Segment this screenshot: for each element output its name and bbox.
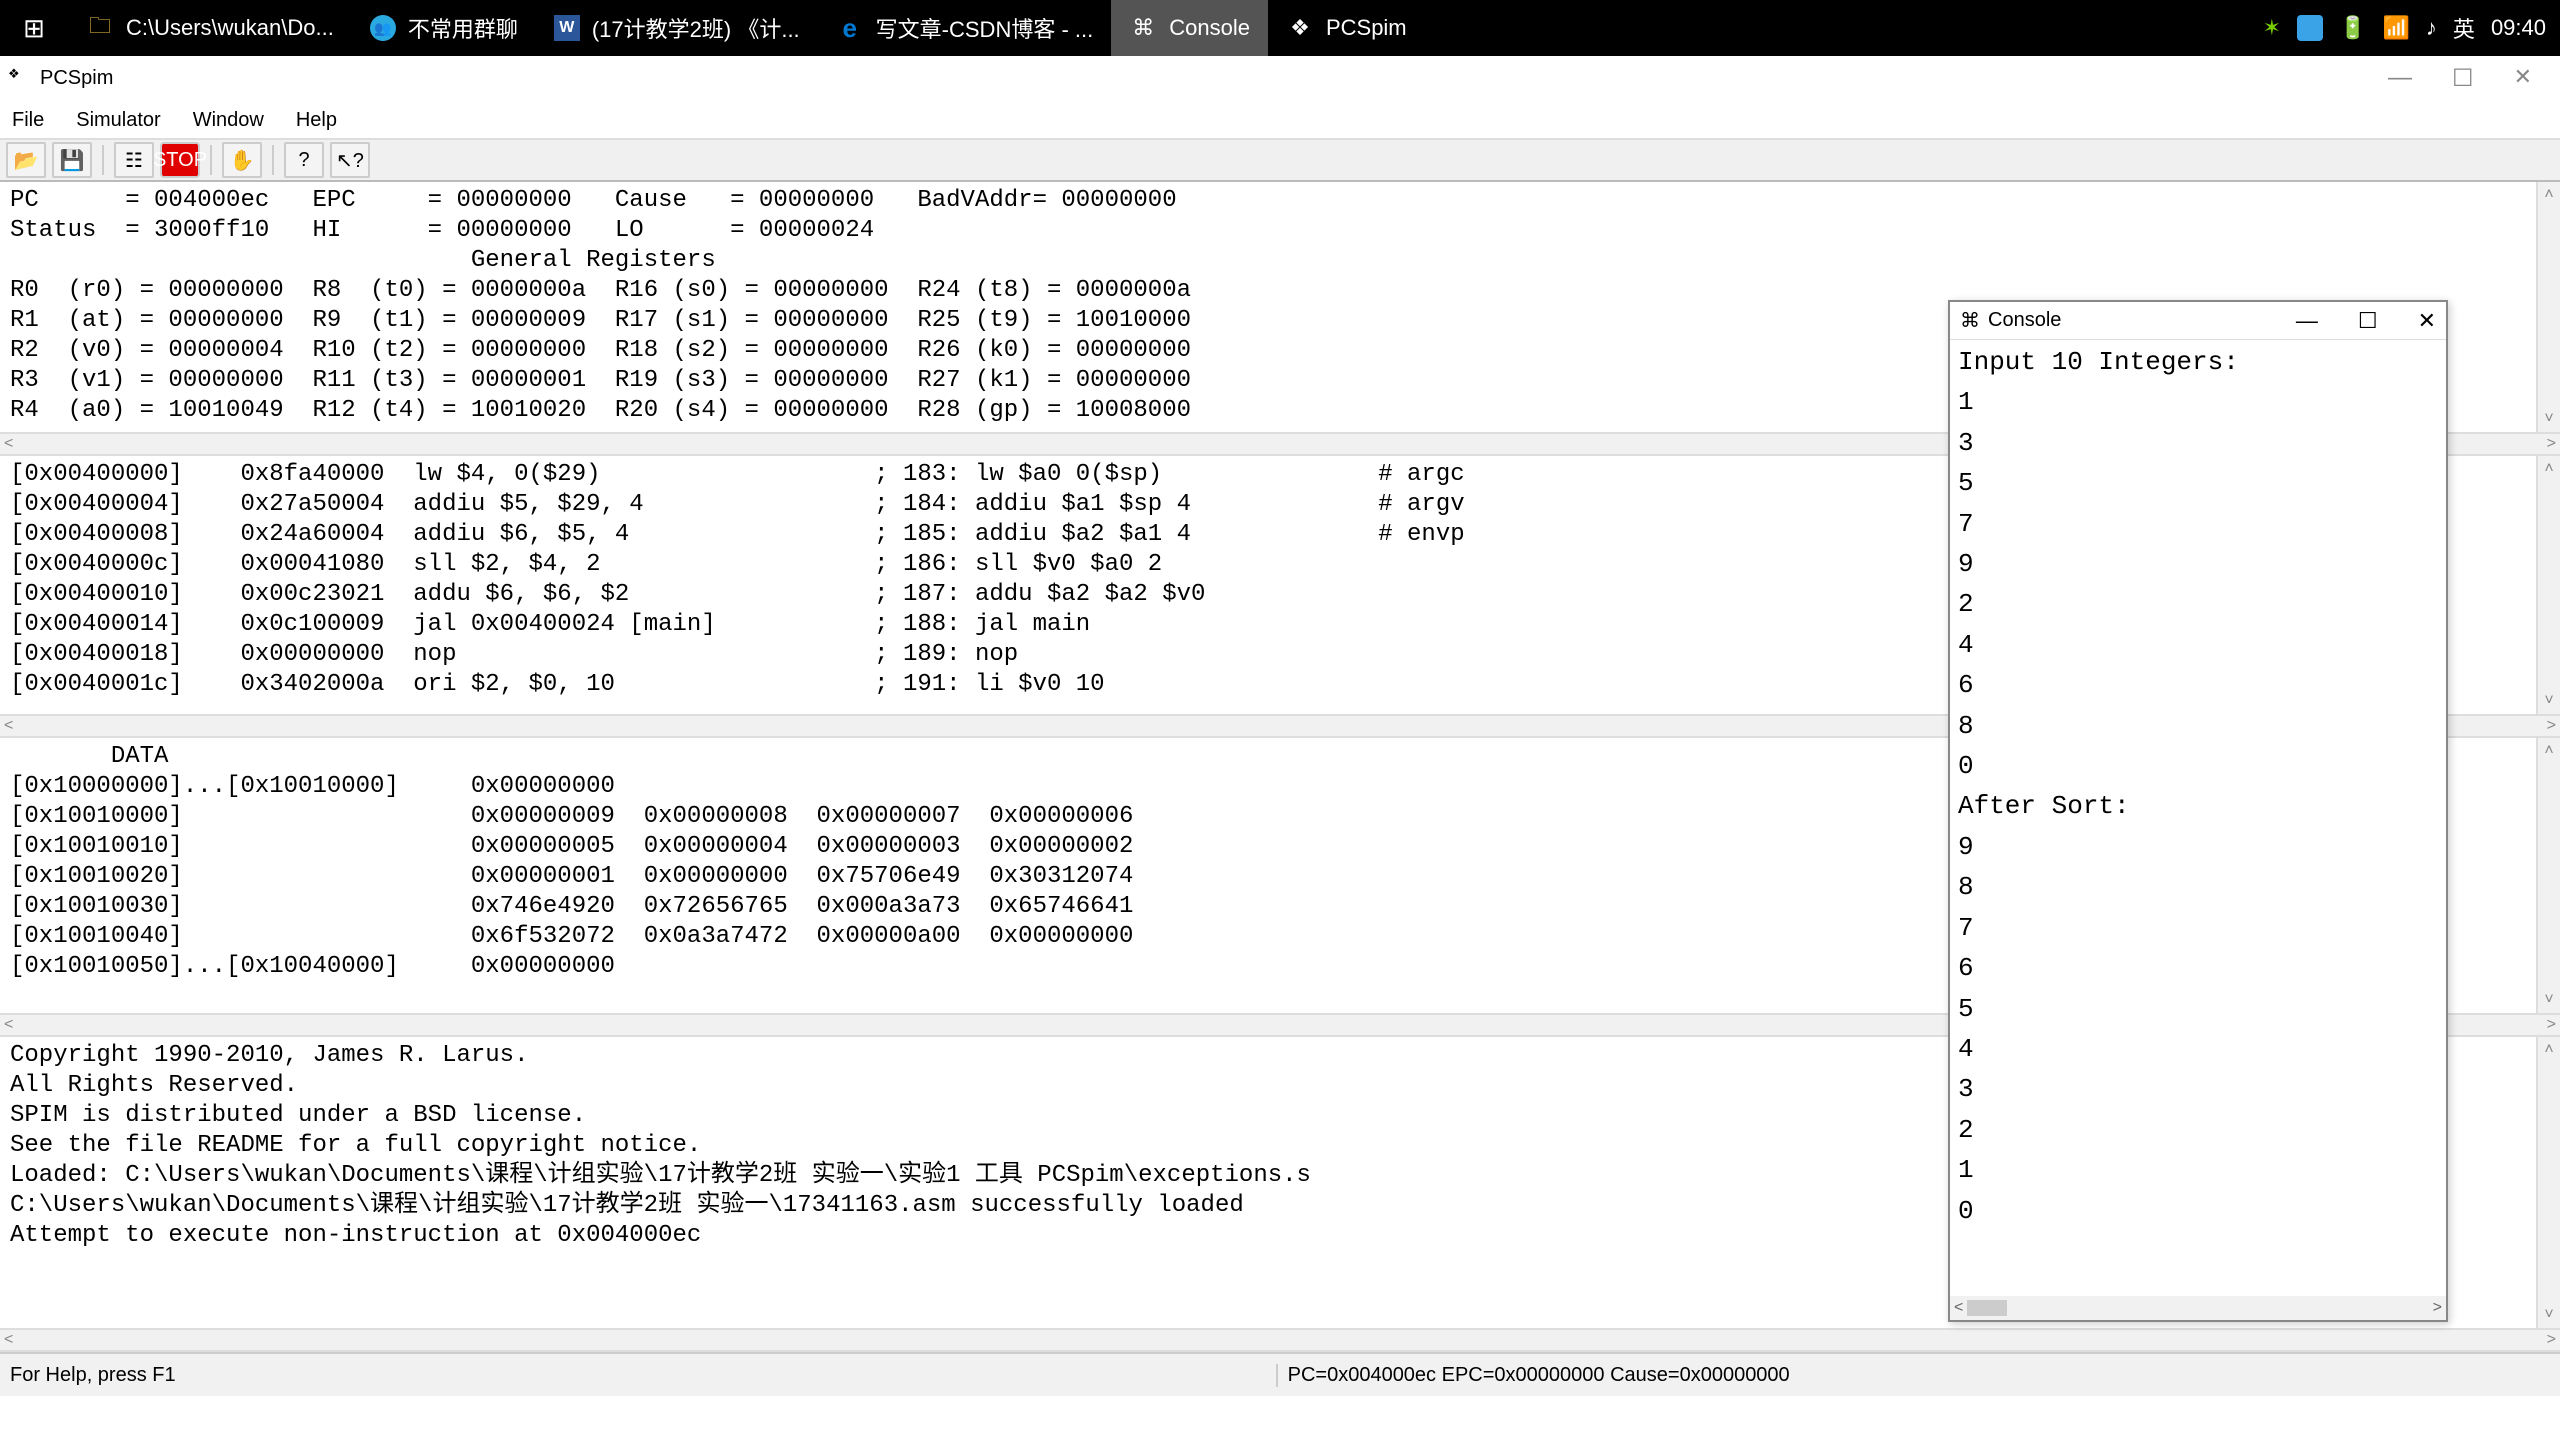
taskbar-label: C:\Users\wukan\Do... [126,15,334,41]
hscrollbar[interactable]: ˂˃ [0,1328,2560,1352]
help-button[interactable]: ? [284,142,324,178]
taskbar-label: 不常用群聊 [408,12,518,44]
arrow-left-icon[interactable]: ˂ [4,1016,13,1034]
window-titlebar[interactable]: ❖ PCSpim — ☐ ✕ [0,56,2560,100]
console-minimize-button[interactable]: — [2296,308,2318,334]
scrollbar-thumb[interactable] [1967,1300,2007,1316]
taskbar-item-edge[interactable]: e 写文章-CSDN博客 - ... [818,0,1112,56]
menu-help[interactable]: Help [296,109,337,132]
arrow-up-icon[interactable]: ˄ [2544,1041,2553,1059]
separator [272,145,274,175]
console-icon: ⌘ [1960,308,1980,333]
arrow-right-icon[interactable]: ˃ [2547,1331,2556,1349]
separator [102,145,104,175]
console-title-text: Console [1988,309,2061,332]
spim-icon: ❖ [1286,14,1314,42]
close-button[interactable]: ✕ [2514,64,2532,93]
chat-icon: 👥 [370,15,396,41]
app-icon: ❖ [8,66,32,90]
console-hscrollbar[interactable]: ˂ ˃ [1950,1296,2446,1320]
open-button[interactable]: 📂 [6,142,46,178]
taskbar-label: PCSpim [1326,15,1407,41]
arrow-down-icon[interactable]: ˅ [2544,1306,2553,1324]
statusbar-help: For Help, press F1 [10,1364,176,1387]
word-icon: W [554,15,580,41]
taskbar-item-console[interactable]: ⌘ Console [1111,0,1268,56]
vscrollbar[interactable]: ˄˅ [2536,738,2560,1013]
taskbar-label: Console [1169,15,1250,41]
arrow-down-icon[interactable]: ˅ [2544,692,2553,710]
taskbar-item-pcspim[interactable]: ❖ PCSpim [1268,0,1425,56]
taskbar-label: 写文章-CSDN博客 - ... [876,12,1094,44]
taskbar-item-explorer[interactable]: 🗀 C:\Users\wukan\Do... [68,0,352,56]
separator [210,145,212,175]
menu-file[interactable]: File [12,109,44,132]
console-close-button[interactable]: ✕ [2418,308,2436,334]
statusbar-info: PC=0x004000ec EPC=0x00000000 Cause=0x000… [1276,1364,1790,1387]
vscrollbar[interactable]: ˄˅ [2536,456,2560,714]
terminal-icon: ⌘ [1129,14,1157,42]
arrow-left-icon[interactable]: ˂ [4,717,13,735]
arrow-up-icon[interactable]: ˄ [2544,186,2553,204]
save-button[interactable]: 💾 [52,142,92,178]
minimize-button[interactable]: — [2388,64,2412,93]
start-button[interactable]: ⊞ [0,0,68,56]
taskbar-item-chat[interactable]: 👥 不常用群聊 [352,0,536,56]
console-titlebar[interactable]: ⌘ Console — ☐ ✕ [1950,302,2446,340]
arrow-down-icon[interactable]: ˅ [2544,991,2553,1009]
registers-button[interactable]: ☷ [114,142,154,178]
statusbar: For Help, press F1 PC=0x004000ec EPC=0x0… [0,1352,2560,1396]
arrow-left-icon[interactable]: ˂ [4,435,13,453]
context-help-button[interactable]: ↖? [330,142,370,178]
menubar[interactable]: File Simulator Window Help [0,100,2560,138]
tray-icon-1[interactable]: ✶ [2263,15,2281,41]
toolbar: 📂 💾 ☷ STOP ✋ ? ↖? [0,138,2560,182]
arrow-right-icon[interactable]: ˃ [2547,1016,2556,1034]
console-maximize-button[interactable]: ☐ [2358,308,2378,334]
clock[interactable]: 09:40 [2491,15,2546,41]
folder-icon: 🗀 [86,14,114,42]
arrow-left-icon[interactable]: ˂ [1954,1299,1963,1317]
system-tray[interactable]: ✶ 🔋 📶 ♪ 英 09:40 [2249,12,2560,44]
console-window[interactable]: ⌘ Console — ☐ ✕ Input 10 Integers: 1 3 5… [1948,300,2448,1322]
console-output[interactable]: Input 10 Integers: 1 3 5 7 9 2 4 6 8 0 A… [1950,340,2446,1296]
menu-window[interactable]: Window [193,109,264,132]
arrow-right-icon[interactable]: ˃ [2547,717,2556,735]
arrow-right-icon[interactable]: ˃ [2547,435,2556,453]
vscrollbar[interactable]: ˄˅ [2536,1037,2560,1328]
arrow-down-icon[interactable]: ˅ [2544,410,2553,428]
arrow-up-icon[interactable]: ˄ [2544,742,2553,760]
taskbar-label: (17计教学2班) 《计... [592,12,800,44]
maximize-button[interactable]: ☐ [2452,64,2474,93]
wifi-icon[interactable]: 📶 [2383,15,2410,41]
tray-icon-2[interactable] [2297,15,2323,41]
sound-icon[interactable]: ♪ [2426,15,2437,41]
arrow-left-icon[interactable]: ˂ [4,1331,13,1349]
ime-indicator[interactable]: 英 [2453,12,2475,44]
stop-button[interactable]: STOP [160,142,200,178]
hand-button[interactable]: ✋ [222,142,262,178]
vscrollbar[interactable]: ˄˅ [2536,182,2560,432]
arrow-right-icon[interactable]: ˃ [2433,1299,2442,1317]
battery-icon[interactable]: 🔋 [2339,15,2366,41]
edge-icon: e [836,14,864,42]
arrow-up-icon[interactable]: ˄ [2544,460,2553,478]
window-title-text: PCSpim [40,67,113,90]
windows-taskbar[interactable]: ⊞ 🗀 C:\Users\wukan\Do... 👥 不常用群聊 W (17计教… [0,0,2560,56]
taskbar-item-word[interactable]: W (17计教学2班) 《计... [536,0,818,56]
menu-simulator[interactable]: Simulator [76,109,160,132]
